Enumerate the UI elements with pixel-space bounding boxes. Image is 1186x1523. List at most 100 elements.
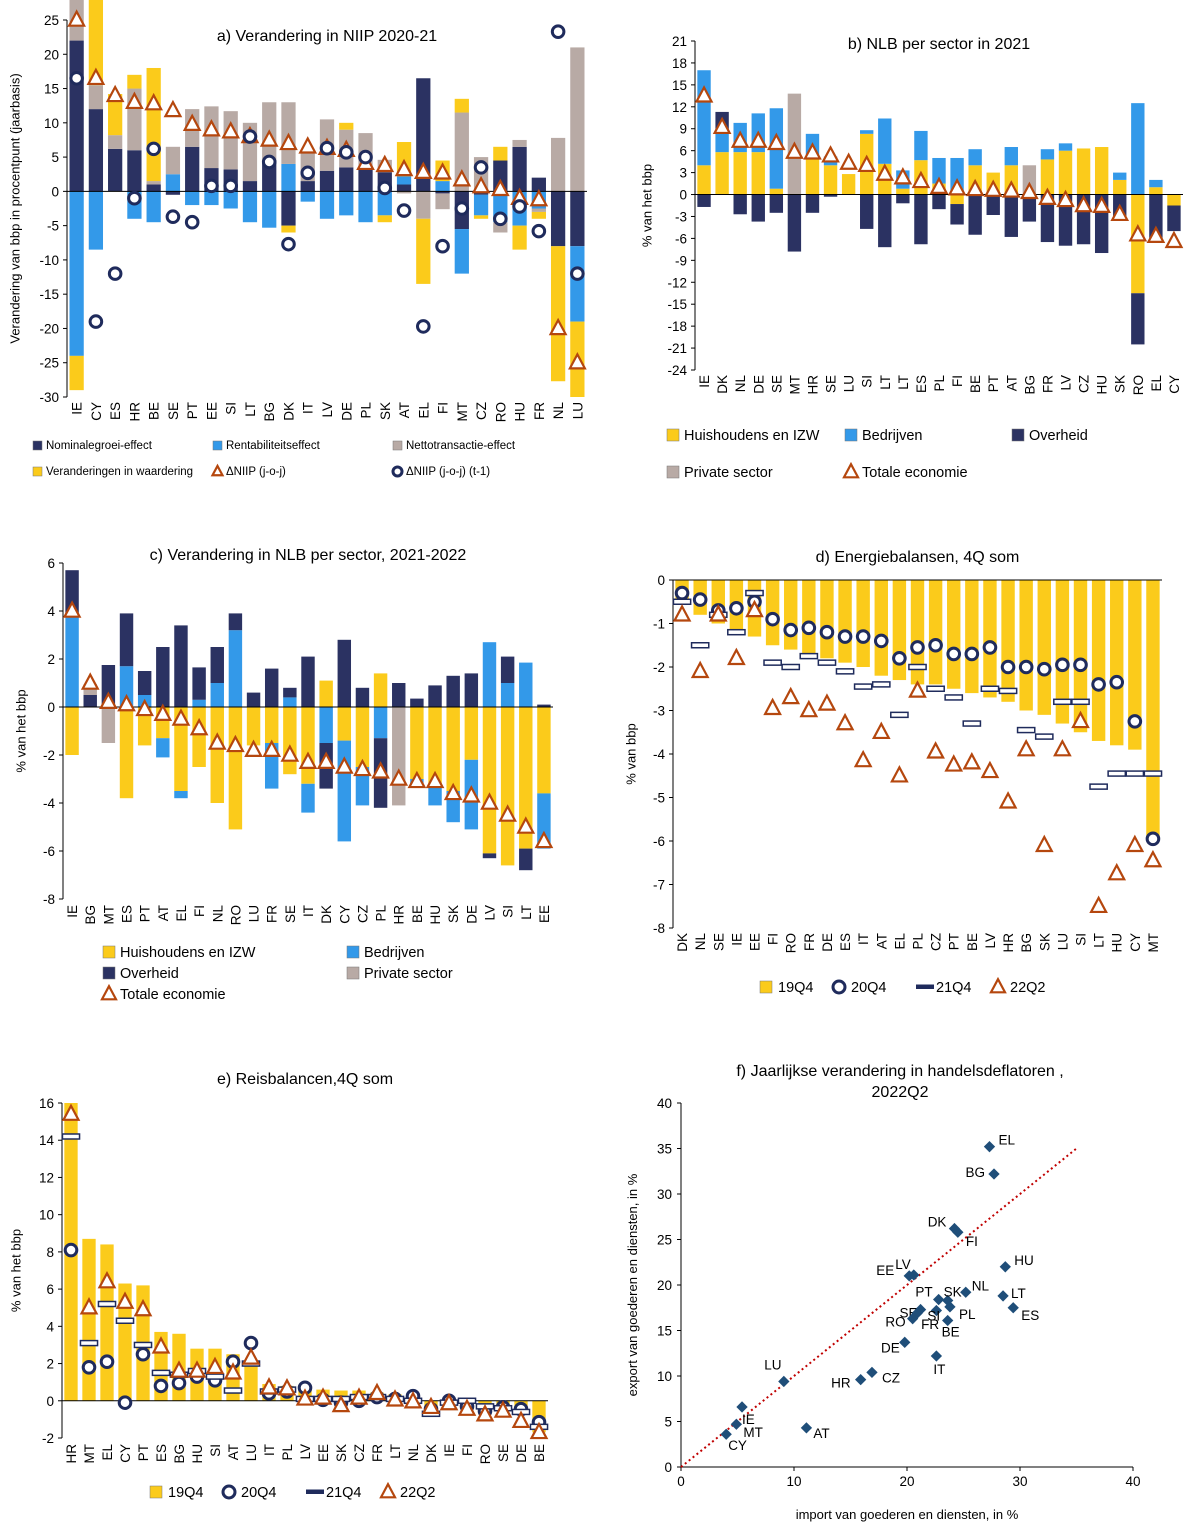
x-tick-label: FR xyxy=(265,905,280,923)
x-tick-label: IE xyxy=(70,402,85,415)
scatter-point-FR xyxy=(911,1307,923,1319)
bar-Overheid xyxy=(192,667,206,700)
bar-Nettotransactie-effect xyxy=(416,191,431,219)
marker-22Q2 xyxy=(457,1398,477,1416)
bar-Bedrijven xyxy=(968,149,982,166)
y-tick-label: 21 xyxy=(672,34,687,49)
bar-Overheid xyxy=(805,194,820,213)
marker-Totale economie xyxy=(839,152,858,170)
marker-Totale economie xyxy=(983,179,1003,197)
bar-Nettotransactie-effect xyxy=(550,137,566,192)
bar-Overheid xyxy=(246,692,261,707)
marker-20Q4 xyxy=(1036,661,1052,677)
x-tick-label: EL xyxy=(416,402,431,419)
y-tick-label: -2 xyxy=(42,1431,54,1446)
legend-swatch xyxy=(102,945,116,959)
x-tick-label: CZ xyxy=(474,402,489,420)
x-tick-label: SI xyxy=(224,402,239,415)
marker-Totale economie xyxy=(171,708,191,726)
marker-22Q2 xyxy=(690,660,710,679)
marker-Totale economie xyxy=(929,176,949,194)
scatter-point-BG xyxy=(988,1168,1000,1180)
bar-Nettotransactie-effect xyxy=(108,135,123,149)
x-tick-label: ES xyxy=(120,905,135,923)
x-tick-label: FR xyxy=(802,933,817,951)
marker-21Q4 xyxy=(998,687,1018,695)
marker-ΔNIIP (j-o-j) (t-1) xyxy=(107,266,123,281)
marker-21Q4 xyxy=(781,663,801,671)
x-tick-label: MT xyxy=(101,905,116,925)
scatter-point-DE xyxy=(899,1336,911,1348)
bar-Overheid xyxy=(1004,194,1018,237)
marker-Totale economie xyxy=(62,600,82,618)
marker-20Q4 xyxy=(117,1395,133,1410)
marker-20Q4 xyxy=(1018,659,1034,675)
bar-Nominalegroei-effect xyxy=(396,184,412,192)
marker-Totale economie xyxy=(803,142,822,160)
bar-Overheid xyxy=(986,194,1000,216)
chart-title: a) Verandering in NIIP 2020-21 xyxy=(217,28,437,45)
legend-swatch xyxy=(210,463,225,477)
legend-label: Overheid xyxy=(120,966,179,982)
y-tick-label: -15 xyxy=(667,297,687,312)
y-tick-label: 25 xyxy=(44,13,59,28)
legend-label: 20Q4 xyxy=(851,980,886,996)
bar-Overheid xyxy=(428,685,442,707)
marker-ΔNIIP (j-o-j) (t-1) xyxy=(358,149,373,165)
chart-title: e) Reisbalancen,4Q som xyxy=(217,1071,393,1088)
bar-Overheid xyxy=(823,194,838,197)
bar-Veranderingen in waardering xyxy=(108,94,123,136)
bar-Nettotransactie-effect xyxy=(531,208,546,212)
bar-Bedrijven xyxy=(1113,172,1127,180)
bar-Nominalegroei-effect xyxy=(319,170,335,192)
y-tick-label: 10 xyxy=(657,1369,672,1384)
marker-21Q4 xyxy=(817,659,837,666)
y-tick-label: 12 xyxy=(39,1170,54,1185)
bar-Overheid xyxy=(537,704,551,707)
x-tick-label: BE xyxy=(532,1444,547,1462)
x-tick-label: SE xyxy=(283,905,298,923)
y-tick-label: 6 xyxy=(679,144,687,159)
marker-21Q4 xyxy=(1071,698,1090,706)
marker-Totale economie xyxy=(443,782,463,801)
marker-22Q2 xyxy=(745,599,764,618)
legend-swatch xyxy=(346,966,360,980)
marker-21Q4 xyxy=(1089,783,1108,790)
legend-swatch xyxy=(666,465,680,479)
x-tick-label: CZ xyxy=(1077,375,1092,393)
legend-swatch xyxy=(379,1481,397,1499)
y-tick-label: 8 xyxy=(46,1245,54,1260)
marker-22Q2 xyxy=(187,1360,207,1378)
bars xyxy=(65,570,551,871)
legend-swatch xyxy=(759,980,773,994)
bar-Nominalegroei-effect xyxy=(108,148,123,192)
bar-Bedrijven xyxy=(119,666,134,707)
x-tick-label: FI xyxy=(766,933,781,945)
marker-ΔNIIP (j-o-j) (t-1) xyxy=(184,214,200,230)
bar-Overheid xyxy=(210,647,224,683)
bar-Nominalegroei-effect xyxy=(165,191,181,195)
x-tick-label: BE xyxy=(968,375,983,393)
x-tick-label: PL xyxy=(280,1444,295,1461)
x-tick-label: DK xyxy=(424,1444,439,1463)
y-axis: -2 0 2 4 6 8 10 12 14 16 xyxy=(39,1096,63,1446)
chart-title: d) Energiebalansen, 4Q som xyxy=(816,549,1020,566)
marker-Totale economie xyxy=(947,177,967,196)
marker-20Q4 xyxy=(81,1359,97,1375)
marker-ΔNIIP (j-o-j) xyxy=(67,9,86,27)
legend-swatch xyxy=(100,983,118,1001)
bar-Bedrijven xyxy=(500,683,515,707)
bar-Huishoudens en IZW xyxy=(192,707,206,767)
scatter-label-MT: MT xyxy=(743,1425,763,1440)
y-tick-label: 4 xyxy=(47,604,55,619)
bar-Rentabiliteitseffect xyxy=(281,163,296,192)
legend-label: 22Q2 xyxy=(1010,980,1045,996)
marker-Totale economie xyxy=(694,85,714,103)
bar-19Q4 xyxy=(1091,580,1106,741)
x-tick-label: DE xyxy=(751,375,766,394)
marker-20Q4 xyxy=(99,1354,115,1369)
bar-Huishoudens en IZW xyxy=(337,707,352,741)
bar-Overheid xyxy=(355,687,370,707)
marker-21Q4 xyxy=(690,642,710,649)
marker-ΔNIIP (j-o-j) (t-1) xyxy=(550,24,566,39)
